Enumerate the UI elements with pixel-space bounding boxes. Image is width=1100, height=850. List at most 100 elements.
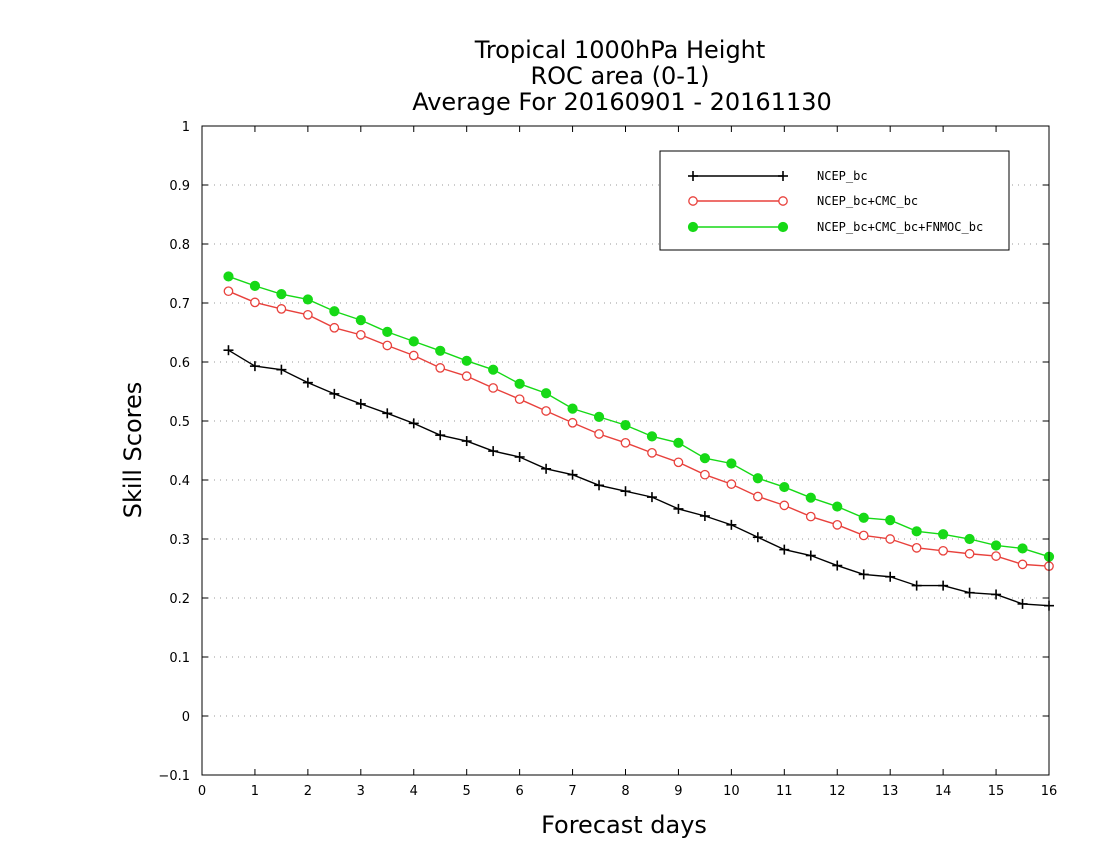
- data-point: [620, 437, 631, 448]
- data-point: [514, 451, 525, 462]
- y-tick-label: 1: [182, 120, 190, 135]
- legend-label: NCEP_bc: [817, 169, 868, 183]
- x-tick-label: 11: [776, 784, 793, 799]
- data-point: [647, 448, 657, 458]
- legend-label: NCEP_bc+CMC_bc+FNMOC_bc: [817, 220, 983, 234]
- data-point: [885, 534, 896, 544]
- x-tick-label: 4: [410, 784, 418, 799]
- data-point: [514, 394, 525, 405]
- data-point: [964, 548, 975, 559]
- data-point: [752, 473, 763, 484]
- data-point: [779, 481, 790, 493]
- data-point: [990, 540, 1002, 551]
- data-point: [832, 519, 843, 530]
- data-point: [805, 492, 816, 503]
- data-point: [249, 361, 260, 372]
- x-tick-label: 12: [829, 784, 846, 799]
- data-point: [620, 486, 631, 497]
- data-point: [488, 383, 499, 393]
- data-point: [938, 529, 949, 540]
- x-tick-label: 16: [1041, 784, 1058, 799]
- series-1: [223, 286, 1054, 571]
- data-point: [382, 326, 393, 338]
- data-point: [541, 463, 552, 474]
- data-point: [408, 350, 419, 361]
- series-layer: [223, 271, 1055, 611]
- legend-entry: NCEP_bc+CMC_bc: [688, 194, 918, 208]
- data-point: [1017, 559, 1028, 570]
- data-point: [594, 480, 605, 491]
- data-point: [461, 371, 472, 382]
- x-tick-label: 13: [882, 784, 899, 799]
- data-point: [329, 322, 340, 333]
- data-point: [673, 437, 684, 448]
- data-point: [832, 560, 843, 571]
- data-point: [540, 388, 552, 399]
- data-point: [249, 280, 261, 291]
- x-tick-label: 7: [568, 784, 576, 799]
- x-tick-label: 5: [463, 784, 471, 799]
- data-point: [488, 364, 499, 375]
- data-point: [250, 297, 260, 308]
- data-point: [726, 519, 737, 530]
- data-point: [408, 336, 419, 347]
- data-point: [408, 418, 419, 429]
- chart-title-line-1: Tropical 1000hPa Height: [474, 36, 766, 64]
- data-point: [276, 304, 287, 314]
- data-point: [726, 479, 737, 489]
- legend-marker: [687, 221, 699, 233]
- data-point: [779, 500, 790, 511]
- x-axis-label: Forecast days: [541, 811, 707, 839]
- data-point: [673, 503, 684, 514]
- data-point: [488, 446, 499, 457]
- y-tick-label: 0.4: [169, 474, 190, 489]
- chart-title: Tropical 1000hPa Height ROC area (0-1) A…: [412, 36, 832, 116]
- data-point: [223, 345, 234, 356]
- chart-title-line-2: ROC area (0-1): [530, 62, 709, 90]
- data-point: [302, 377, 313, 388]
- data-point: [700, 469, 710, 480]
- axis-ticks: −0.100.10.20.30.40.50.60.70.80.910 1 2 3 4 5 6…: [158, 120, 1057, 799]
- data-point: [752, 532, 763, 543]
- data-point: [461, 355, 472, 366]
- data-point: [858, 569, 869, 580]
- data-point: [832, 501, 843, 512]
- legend-entry: NCEP_bc: [688, 169, 868, 183]
- y-tick-label: 0.5: [169, 415, 190, 430]
- series-2: [223, 271, 1055, 562]
- data-point: [964, 587, 975, 598]
- data-point: [276, 364, 287, 375]
- y-tick-label: 0.3: [169, 533, 190, 548]
- data-point: [726, 458, 737, 469]
- y-tick-label: 0.7: [169, 297, 190, 312]
- x-tick-label: 10: [723, 784, 740, 799]
- data-point: [435, 363, 446, 373]
- data-point: [329, 388, 340, 399]
- y-tick-label: 0.8: [169, 238, 190, 253]
- y-tick-label: −0.1: [158, 769, 190, 784]
- data-point: [779, 544, 790, 555]
- data-point: [699, 510, 710, 521]
- data-point: [541, 406, 551, 416]
- data-point: [805, 511, 816, 522]
- data-point: [991, 551, 1001, 561]
- data-point: [646, 492, 657, 503]
- data-point: [329, 306, 340, 317]
- data-point: [223, 271, 234, 282]
- data-point: [911, 542, 922, 553]
- data-point: [858, 530, 869, 541]
- y-tick-label: 0.9: [169, 179, 190, 194]
- data-point: [435, 345, 446, 356]
- legend-marker: [778, 171, 788, 181]
- data-point: [355, 330, 366, 340]
- data-point: [593, 411, 605, 422]
- legend-label: NCEP_bc+CMC_bc: [817, 194, 918, 208]
- data-point: [885, 515, 896, 526]
- data-point: [461, 436, 472, 447]
- data-point: [964, 533, 975, 545]
- legend-marker: [777, 221, 789, 233]
- data-point: [382, 408, 393, 419]
- data-point: [303, 309, 313, 320]
- y-tick-label: 0.6: [169, 356, 190, 371]
